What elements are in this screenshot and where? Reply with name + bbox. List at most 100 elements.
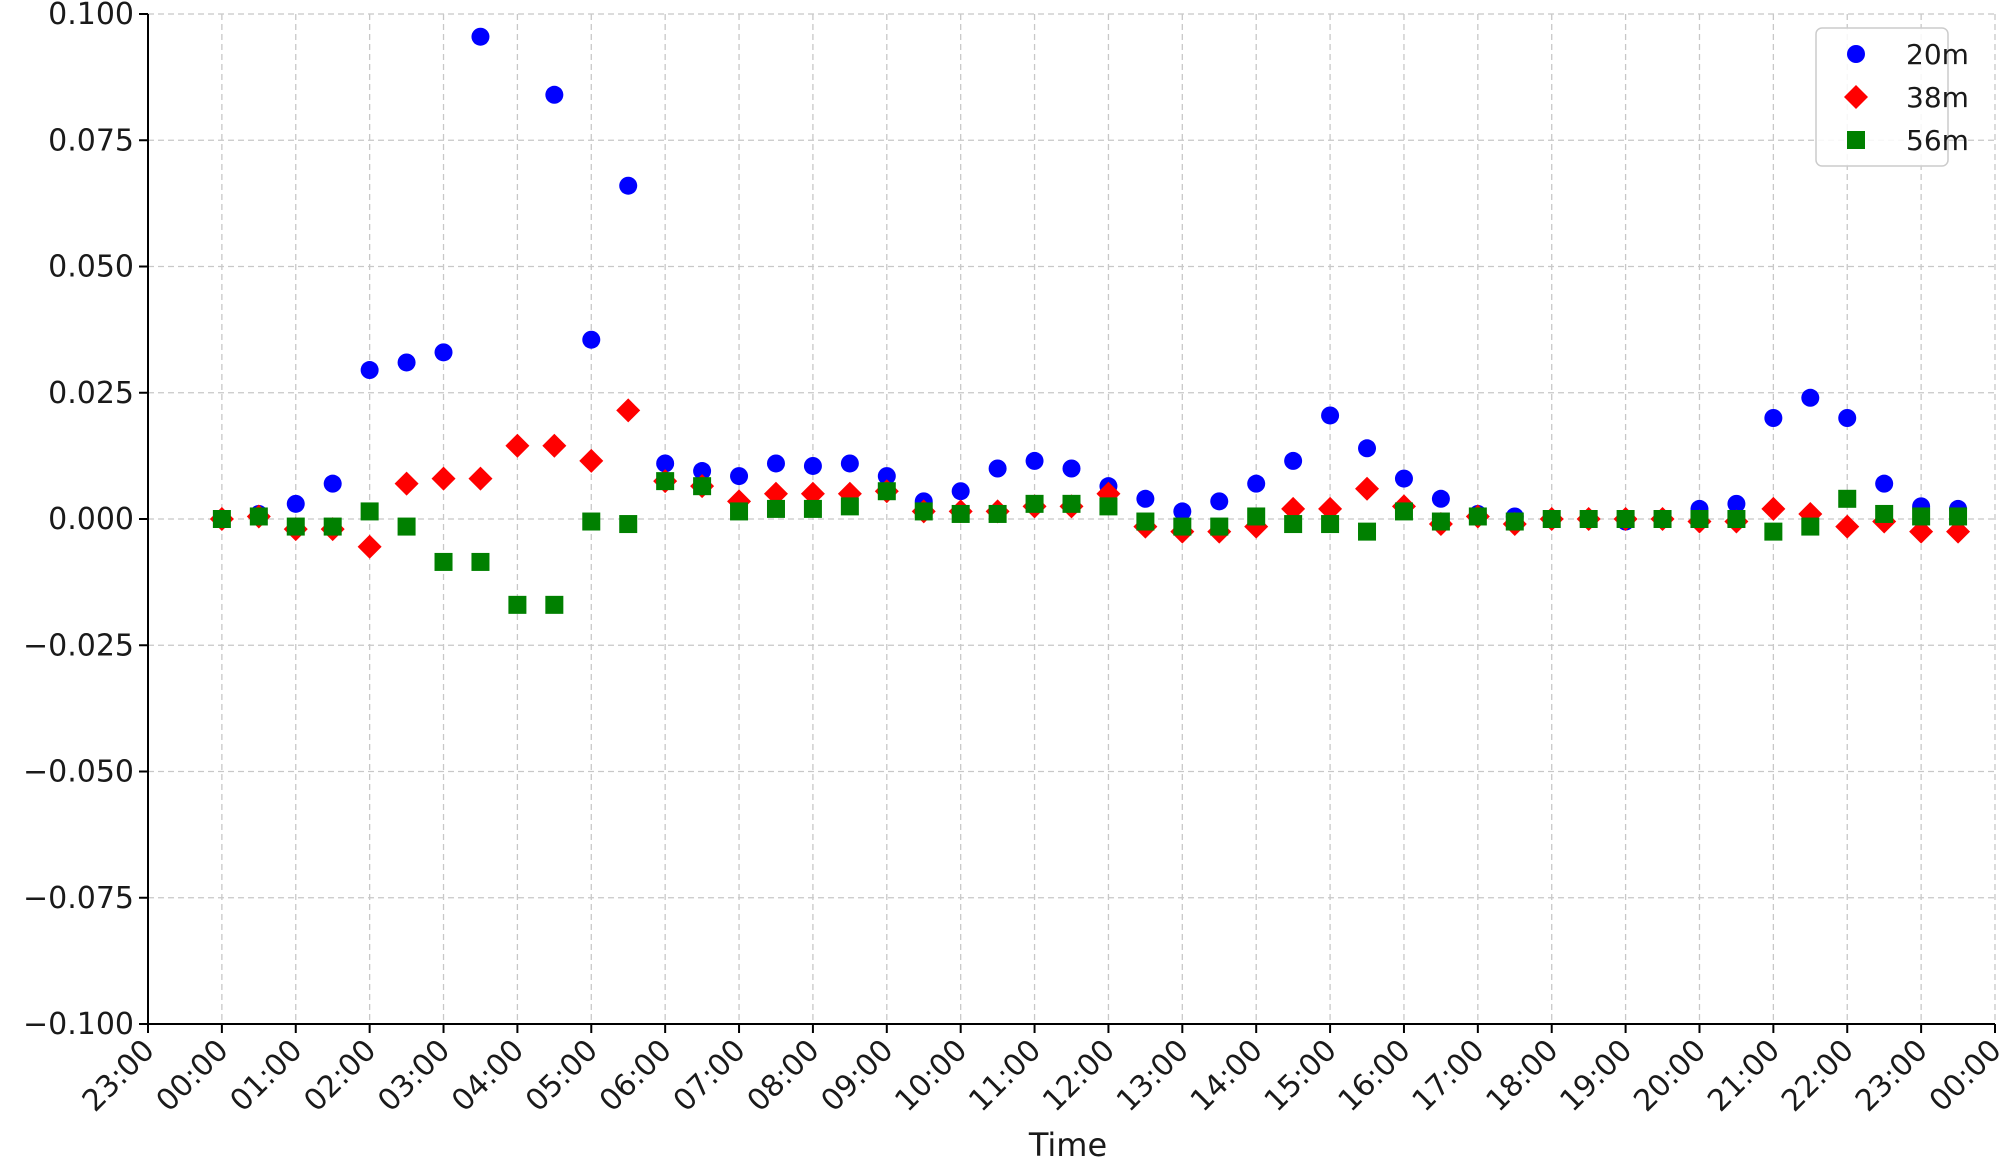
data-point-56m <box>619 515 638 534</box>
data-point-38m <box>1318 496 1343 521</box>
data-point-20m <box>582 330 601 349</box>
y-tick-label: 0.050 <box>48 250 134 285</box>
data-point-56m <box>656 472 675 491</box>
y-tick-label: 0.000 <box>48 502 134 537</box>
y-tick-label: 0.025 <box>48 376 134 411</box>
y-tick-label: 0.100 <box>48 0 134 32</box>
data-point-20m <box>1321 406 1340 425</box>
data-point-20m <box>1801 388 1820 407</box>
data-point-56m <box>1653 510 1672 528</box>
data-point-56m <box>1321 515 1340 534</box>
data-point-20m <box>434 343 453 362</box>
data-point-20m <box>1358 439 1377 458</box>
data-point-38m <box>357 534 382 559</box>
data-point-56m <box>693 477 712 496</box>
data-point-20m <box>1173 502 1192 521</box>
data-point-56m <box>1579 510 1598 528</box>
data-point-38m <box>1355 476 1380 501</box>
data-point-38m <box>1281 496 1306 521</box>
data-point-20m <box>951 482 970 501</box>
y-tick-label: −0.100 <box>23 1007 134 1042</box>
data-point-56m <box>1912 507 1931 526</box>
data-point-38m <box>763 481 788 506</box>
data-point-56m <box>877 482 896 501</box>
data-point-56m <box>1099 497 1118 516</box>
legend-label-56m: 56m <box>1906 124 1969 157</box>
data-point-20m <box>730 467 749 486</box>
data-point-56m <box>249 507 268 526</box>
data-point-20m <box>1284 451 1303 470</box>
data-point-56m <box>730 502 749 521</box>
data-point-56m <box>1136 512 1155 531</box>
data-point-38m <box>542 433 567 458</box>
data-point-38m <box>1946 519 1971 544</box>
data-point-56m <box>1025 494 1044 513</box>
data-point-56m <box>434 552 453 571</box>
data-point-56m <box>1173 517 1192 536</box>
data-point-20m <box>693 462 712 481</box>
data-point-20m <box>988 459 1007 478</box>
data-point-56m <box>988 504 1007 523</box>
data-point-56m <box>397 517 416 536</box>
data-point-38m <box>394 471 419 496</box>
y-tick-label: −0.025 <box>23 628 134 663</box>
data-point-56m <box>545 595 564 614</box>
data-point-56m <box>951 504 970 523</box>
data-point-20m <box>1247 474 1266 493</box>
data-point-20m <box>1727 494 1746 513</box>
data-point-56m <box>1764 522 1783 541</box>
data-point-38m <box>431 466 456 491</box>
data-point-56m <box>1431 512 1450 531</box>
data-point-56m <box>1358 522 1377 541</box>
data-point-20m <box>397 353 416 372</box>
data-point-20m <box>1394 469 1413 488</box>
data-point-20m <box>877 467 896 486</box>
data-point-56m <box>1727 510 1746 528</box>
legend-marker-38m <box>1844 85 1868 109</box>
data-point-20m <box>471 27 490 46</box>
data-point-56m <box>1949 507 1968 526</box>
data-point-20m <box>286 494 305 513</box>
legend-marker-56m <box>1847 131 1865 149</box>
data-points <box>209 27 1971 614</box>
data-point-20m <box>545 85 564 104</box>
data-point-20m <box>1210 492 1229 511</box>
data-point-38m <box>616 398 641 423</box>
data-point-56m <box>1542 510 1561 528</box>
data-point-38m <box>1761 496 1786 521</box>
data-point-38m <box>468 466 493 491</box>
data-point-56m <box>1284 515 1303 534</box>
data-point-56m <box>1616 510 1635 528</box>
data-point-20m <box>1431 489 1450 508</box>
data-point-56m <box>1690 510 1709 528</box>
data-point-38m <box>579 448 604 473</box>
data-point-56m <box>1394 502 1413 521</box>
data-point-20m <box>1875 474 1894 493</box>
data-point-56m <box>582 512 601 531</box>
data-point-56m <box>471 552 490 571</box>
legend-label-38m: 38m <box>1906 81 1969 114</box>
data-point-20m <box>1838 409 1857 427</box>
data-point-20m <box>656 454 675 473</box>
y-tick-label: −0.050 <box>23 755 134 790</box>
data-point-56m <box>508 595 527 614</box>
data-point-20m <box>1025 451 1044 470</box>
data-point-56m <box>803 499 822 518</box>
data-point-56m <box>1062 494 1081 513</box>
y-tick-label: 0.075 <box>48 123 134 158</box>
data-point-56m <box>286 517 305 536</box>
data-point-56m <box>360 502 379 521</box>
data-point-20m <box>323 474 342 493</box>
data-point-56m <box>914 502 933 521</box>
data-point-56m <box>1468 507 1487 526</box>
y-axis-ticks: −0.100 −0.075 −0.050 −0.025 0.000 0.025 0.050 0… <box>23 0 148 1042</box>
data-point-56m <box>212 510 231 528</box>
data-point-56m <box>1801 517 1820 536</box>
data-point-38m <box>1835 514 1860 539</box>
data-point-56m <box>1210 517 1229 536</box>
data-point-20m <box>766 454 785 473</box>
data-point-20m <box>840 454 859 473</box>
data-point-20m <box>1764 409 1783 427</box>
legend-label-20m: 20m <box>1906 38 1969 71</box>
